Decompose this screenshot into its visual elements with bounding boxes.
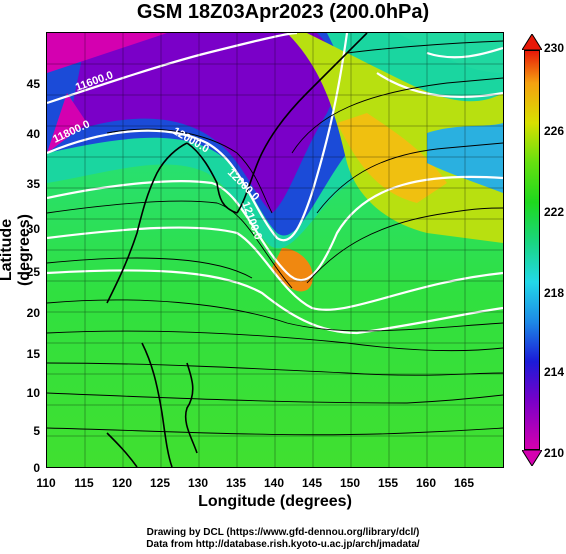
y-tick-label: 30	[26, 222, 40, 236]
y-tick-label: 40	[26, 127, 40, 141]
y-tick-label: 20	[26, 306, 40, 320]
credits: Drawing by DCL (https://www.gfd-dennou.o…	[0, 527, 566, 551]
x-tick-label: 155	[377, 476, 399, 490]
credit-drawing: Drawing by DCL (https://www.gfd-dennou.o…	[146, 527, 420, 538]
y-tick-label: 0	[33, 461, 40, 475]
y-tick-label: 45	[26, 77, 40, 91]
streamlines	[47, 40, 503, 436]
map-plot-area: 11600.0 11800.0 12000.0 12000.0 12100.0	[46, 32, 504, 468]
map-title: GSM 18Z03Apr2023 (200.0hPa)	[136, 1, 430, 23]
colorbar-tick-label: 226	[544, 124, 565, 138]
y-tick-label: 35	[26, 177, 40, 191]
y-tick-label: 5	[33, 424, 40, 438]
x-tick-label: 110	[36, 476, 56, 490]
y-tick-label: 25	[26, 265, 40, 279]
x-tick-label: 165	[453, 476, 475, 490]
x-tick-label: 120	[111, 476, 133, 490]
credit-data: Data from http://database.rish.kyoto-u.a…	[146, 539, 420, 550]
colorbar-tick-label: 230	[544, 41, 565, 55]
x-tick-label: 140	[263, 476, 285, 490]
colorbar-top-arrow	[522, 34, 542, 50]
x-tick-label: 150	[339, 476, 361, 490]
x-axis-label: Longitude (degrees)	[198, 493, 352, 510]
y-tick-label: 10	[26, 386, 40, 400]
x-tick-label: 160	[415, 476, 437, 490]
colorbar	[524, 50, 540, 450]
x-tick-label: 130	[187, 476, 209, 490]
x-tick-label: 135	[225, 476, 247, 490]
x-tick-label: 145	[301, 476, 323, 490]
colorbar-tick-label: 218	[544, 286, 565, 300]
coastlines	[106, 33, 368, 467]
colorbar-tick-label: 214	[544, 365, 565, 379]
colorbar-tick-label: 222	[544, 205, 565, 219]
height-contours	[47, 33, 503, 335]
lat-lon-grid	[47, 33, 503, 467]
x-tick-label: 115	[74, 476, 94, 490]
y-tick-label: 15	[26, 347, 40, 361]
colorbar-tick-label: 210	[544, 446, 565, 460]
x-tick-label: 125	[149, 476, 171, 490]
colorbar-bottom-arrow	[522, 450, 542, 466]
y-axis-label: Latitude (degrees)	[0, 213, 33, 287]
